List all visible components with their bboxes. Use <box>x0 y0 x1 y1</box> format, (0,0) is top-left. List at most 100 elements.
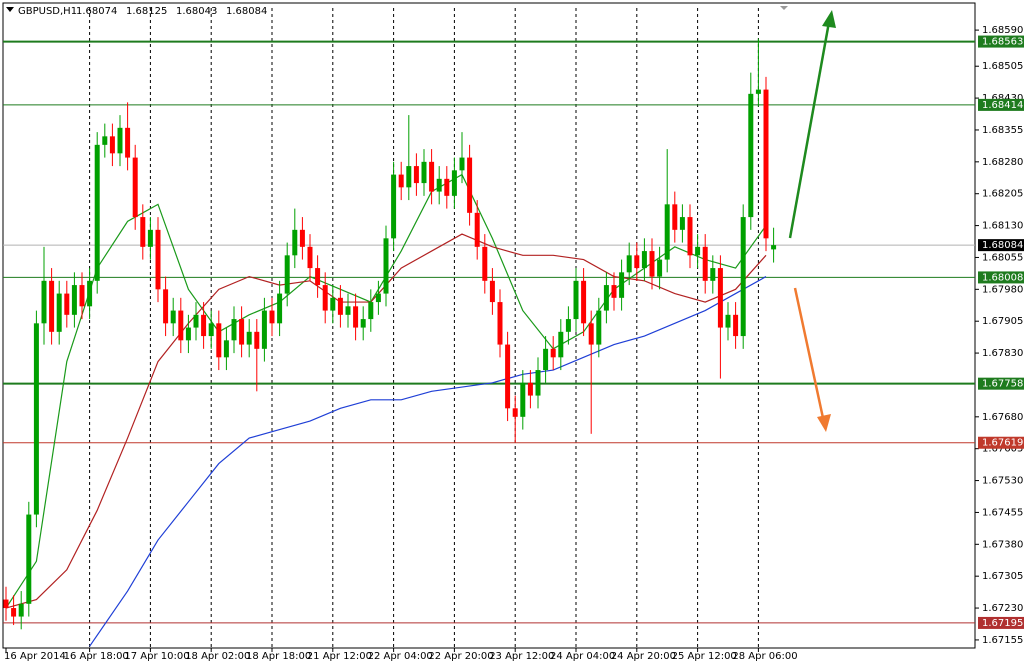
x-tick-label: 22 Apr 20:00 <box>428 651 493 662</box>
candle-body <box>11 608 17 617</box>
candle-body <box>444 178 450 196</box>
candle-body <box>163 289 169 324</box>
candle-body <box>406 166 412 188</box>
candle-body <box>26 514 32 604</box>
level-box <box>978 436 1024 449</box>
y-tick-label: 1.67530 <box>982 476 1023 487</box>
candle-body <box>299 229 305 247</box>
header-price: 1.68043 <box>176 6 217 17</box>
candle-body <box>505 344 511 409</box>
x-tick-label: 24 Apr 20:00 <box>611 651 676 662</box>
candle-body <box>763 89 769 239</box>
candle-body <box>581 280 587 324</box>
down-arrow <box>793 287 825 419</box>
candle-body <box>398 174 404 188</box>
x-tick-label: 24 Apr 04:00 <box>550 651 615 662</box>
candle-body <box>360 319 366 328</box>
y-tick-label: 1.67155 <box>982 635 1023 646</box>
candle-body <box>41 280 47 324</box>
header-arrow <box>6 7 14 12</box>
candle-body <box>474 212 480 247</box>
candle-body <box>641 251 647 269</box>
candle-body <box>573 280 579 320</box>
x-tick-label: 22 Apr 04:00 <box>368 651 433 662</box>
up-arrow <box>788 21 831 239</box>
y-tick-label: 1.67905 <box>982 316 1023 327</box>
level-box <box>978 35 1024 48</box>
y-tick-label: 1.67305 <box>982 571 1023 582</box>
candle-body <box>193 314 199 328</box>
candle-body <box>368 302 374 320</box>
candle-body <box>543 348 549 371</box>
candle-body <box>603 285 609 311</box>
candle-body <box>330 297 336 311</box>
candle-body <box>413 166 419 184</box>
down-arrow-head <box>817 414 831 432</box>
y-tick-label: 1.67605 <box>982 444 1023 455</box>
annotations <box>780 6 836 432</box>
candle-body <box>33 323 39 515</box>
candle-body <box>383 238 389 294</box>
candle-body <box>102 136 108 145</box>
candle-body <box>178 310 184 341</box>
candle-body <box>679 217 685 230</box>
candles <box>3 38 777 630</box>
candle-body <box>117 127 123 154</box>
up-arrow-head <box>822 10 836 28</box>
level-label: 1.68563 <box>982 37 1023 48</box>
y-tick-label: 1.67980 <box>982 284 1023 295</box>
x-tick-label: 25 Apr 12:00 <box>672 651 737 662</box>
candle-body <box>626 255 632 273</box>
candle-body <box>619 272 625 298</box>
candle-body <box>391 174 397 239</box>
level-box <box>978 98 1024 111</box>
x-tick-label: 21 Apr 12:00 <box>307 651 372 662</box>
candle-body <box>611 285 617 298</box>
candle-body <box>277 293 283 324</box>
x-tick-label: 23 Apr 12:00 <box>489 651 554 662</box>
candle-body <box>421 161 427 184</box>
candle-body <box>155 229 161 290</box>
level-box <box>978 239 1024 252</box>
candle-body <box>429 161 435 192</box>
header: GBPUSD,H1 1.68074 1.68125 1.68043 1.68084 <box>6 6 267 17</box>
candle-body <box>649 251 655 277</box>
candle-body <box>315 268 321 286</box>
candle-body <box>459 157 465 171</box>
candle-body <box>353 306 359 328</box>
candle-body <box>710 268 716 281</box>
candle-body <box>292 229 298 256</box>
candle-body <box>87 280 93 307</box>
level-box <box>978 616 1024 629</box>
candle-body <box>269 310 275 324</box>
candle-body <box>375 293 381 303</box>
symbol: GBPUSD,H1 <box>18 6 77 17</box>
candle-body <box>748 93 754 218</box>
candle-body <box>733 314 739 337</box>
candle-body <box>657 259 663 277</box>
level-label: 1.67758 <box>982 379 1023 390</box>
header-price: 1.68074 <box>76 6 117 17</box>
candle-body <box>261 310 267 349</box>
candle-body <box>18 603 24 617</box>
candle-body <box>672 204 678 230</box>
candle-body <box>489 280 495 303</box>
candle-body <box>284 255 290 294</box>
candle-body <box>246 331 252 345</box>
candle-body <box>56 293 62 332</box>
candle-body <box>702 246 708 281</box>
x-tick-label: 16 Apr 2014 <box>4 651 66 662</box>
candle-body <box>208 323 214 337</box>
candle-body <box>558 331 564 358</box>
candle-body <box>79 285 85 307</box>
candle-body <box>520 382 526 417</box>
candle-body <box>664 204 670 260</box>
candle-body <box>695 246 701 256</box>
candle-body <box>482 246 488 281</box>
candle-body <box>322 285 328 311</box>
candle-body <box>125 127 131 158</box>
candle-body <box>596 310 602 345</box>
y-tick-label: 1.67380 <box>982 539 1023 550</box>
axes: 1.68590 1.68505 1.68430 1.68355 1.68280 1.682… <box>4 25 1024 662</box>
